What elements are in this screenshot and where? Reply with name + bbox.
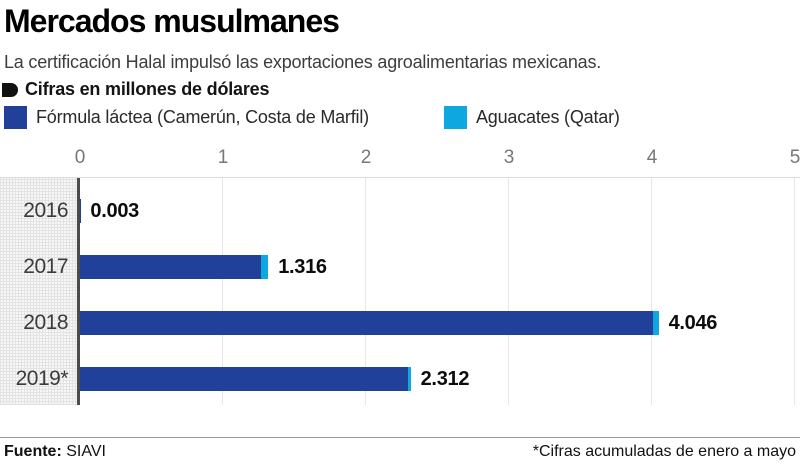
- bar-segment-aguacates: [408, 367, 411, 391]
- x-tick-label: 3: [503, 147, 515, 168]
- gridline: [365, 178, 366, 405]
- x-tick-label: 5: [789, 147, 800, 168]
- bar-segment-aguacates: [652, 311, 659, 335]
- gridline: [222, 178, 223, 405]
- y-axis-label: 2019*: [15, 367, 69, 390]
- gridline: [794, 178, 795, 405]
- bullet-icon: [2, 82, 18, 97]
- y-axis-label: 2018: [23, 311, 68, 334]
- legend-swatch-formula-lactea: [4, 106, 27, 129]
- x-tick-label: 4: [646, 147, 658, 168]
- bar-value-label: 1.316: [278, 256, 327, 278]
- source-note: Fuente: SIAVI: [4, 443, 106, 461]
- x-axis-zero-line: [77, 178, 80, 405]
- bar-value-label: 0.003: [90, 200, 139, 222]
- bar-value-label: 2.312: [420, 368, 470, 390]
- legend-swatch-aguacates: [444, 106, 467, 129]
- source-label: Fuente:: [4, 443, 62, 460]
- units-label: Cifras en millones de dólares: [25, 79, 270, 99]
- y-axis-label: 2016: [23, 199, 68, 222]
- bar-segment-formula-lactea: [80, 311, 653, 335]
- x-tick-label: 0: [74, 147, 86, 168]
- legend-label-formula-lactea: Fórmula láctea (Camerún, Costa de Marfil…: [36, 107, 369, 127]
- chart-subtitle: La certificación Halal impulsó las expor…: [4, 52, 602, 72]
- chart-legend: Fórmula láctea (Camerún, Costa de Marfil…: [0, 106, 800, 132]
- x-tick-label: 2: [360, 147, 372, 168]
- source-name: SIAVI: [66, 443, 106, 460]
- page-title: Mercados musulmanes: [4, 3, 340, 39]
- plot-area: 2016 0.003 2017 1.316 2018 4.046 2019* 2.312: [0, 177, 800, 405]
- gridline: [508, 178, 509, 405]
- bar-segment-formula-lactea: [80, 367, 409, 391]
- x-tick-label: 1: [217, 147, 229, 168]
- footnote: *Cifras acumuladas de enero a mayo: [532, 443, 796, 460]
- legend-item-aguacates: Aguacates (Qatar): [444, 106, 620, 129]
- legend-label-aguacates: Aguacates (Qatar): [476, 107, 620, 127]
- x-axis: 0 1 2 3 4 5: [0, 147, 800, 171]
- bar-value-label: 4.046: [668, 312, 718, 334]
- units-row: Cifras en millones de dólares: [2, 79, 269, 100]
- legend-item-formula-lactea: Fórmula láctea (Camerún, Costa de Marfil…: [4, 106, 369, 129]
- y-axis-label: 2017: [23, 255, 68, 278]
- gridline: [651, 178, 652, 405]
- y-axis-gutter: [0, 178, 77, 405]
- bar-segment-aguacates: [261, 255, 269, 279]
- footer-divider: [0, 437, 800, 438]
- bar-segment-formula-lactea: [80, 255, 262, 279]
